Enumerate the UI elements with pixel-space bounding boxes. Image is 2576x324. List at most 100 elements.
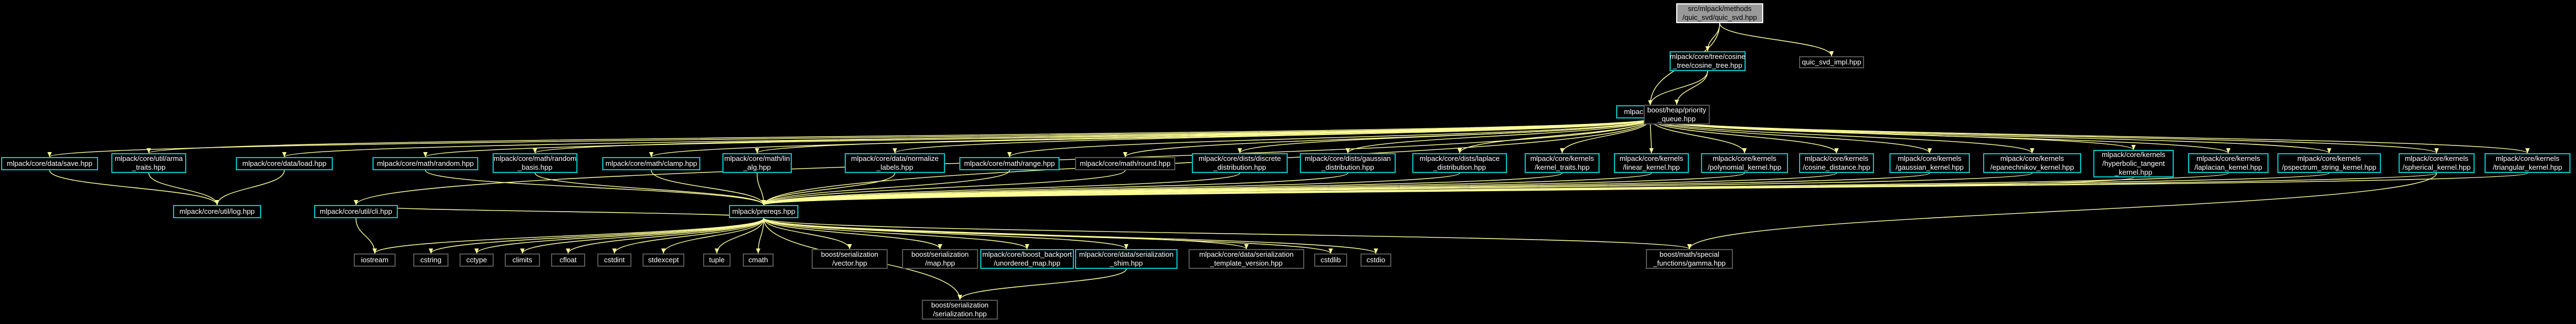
- edge-core-to-spherical: [1650, 118, 2439, 154]
- node-clamp[interactable]: mlpack/core/math/clamp.hpp: [602, 157, 700, 170]
- node-laplace[interactable]: mlpack/core/dists/laplace _distribution.…: [1412, 153, 1507, 173]
- node-tuple[interactable]: tuple: [703, 253, 731, 267]
- edge-save-to-log: [49, 170, 219, 206]
- node-prereqs[interactable]: mlpack/prereqs.hpp: [729, 205, 798, 218]
- edge-clamp-to-prereqs: [651, 170, 766, 206]
- edge-normalize-to-prereqs: [762, 172, 895, 206]
- edge-gaussian_kernel-to-prereqs: [762, 172, 1930, 206]
- edge-core-to-clamp: [649, 118, 1651, 158]
- node-root[interactable]: src/mlpack/methods /quic_svd/quic_svd.hp…: [1676, 3, 1763, 23]
- node-gaussian-kernel[interactable]: mlpack/core/kernels /gaussian_kernel.hpp: [1889, 153, 1970, 173]
- node-hyperbolic[interactable]: mlpack/core/kernels /hyperbolic_tangent …: [2093, 150, 2174, 177]
- edge-prereqs-to-boost_vector: [763, 218, 852, 250]
- edge-cli-to-iostream: [355, 218, 377, 254]
- node-polynomial[interactable]: mlpack/core/kernels /polynomial_kernel.h…: [1701, 153, 1788, 173]
- edge-random-to-prereqs: [425, 170, 766, 206]
- node-climits[interactable]: climits: [505, 253, 540, 267]
- edge-core-to-pspectrum: [1650, 118, 2331, 154]
- node-epanechnikov[interactable]: mlpack/core/kernels /epanechnikov_kernel…: [1983, 153, 2081, 173]
- node-iostream[interactable]: iostream: [354, 253, 396, 267]
- edge-cli-to-prereqs: [355, 204, 766, 219]
- node-range[interactable]: mlpack/core/math/range.hpp: [959, 157, 1060, 170]
- node-template-version[interactable]: mlpack/core/data/serialization _template…: [1189, 249, 1304, 269]
- node-cctype[interactable]: cctype: [460, 253, 494, 267]
- node-cstdio[interactable]: cstdio: [1360, 253, 1391, 267]
- edge-prereqs-to-cctype: [474, 218, 764, 254]
- edge-prereqs-to-unordered_map: [763, 218, 1029, 250]
- node-quic-impl[interactable]: quic_svd_impl.hpp: [1799, 56, 1864, 68]
- edge-prereqs-to-iostream: [372, 218, 764, 254]
- edge-prereqs-to-cmath: [756, 218, 764, 254]
- node-random[interactable]: mlpack/core/math/random.hpp: [372, 157, 478, 170]
- node-linear-kernel[interactable]: mlpack/core/kernels /linear_kernel.hpp: [1614, 153, 1689, 173]
- node-triangular[interactable]: mlpack/core/kernels /triangular_kernel.h…: [2485, 153, 2570, 173]
- edge-core-to-normalize: [893, 118, 1651, 154]
- edge-random_basis-to-prereqs: [534, 172, 766, 206]
- edge-core-to-triangular: [1650, 118, 2530, 154]
- edge-core-to-gaussian_kernel: [1650, 118, 1932, 154]
- node-boost-map[interactable]: boost/serialization /map.hpp: [902, 249, 978, 269]
- edge-prereqs-to-cstring: [429, 218, 764, 254]
- node-normalize[interactable]: mlpack/core/data/normalize _labels.hpp: [845, 153, 945, 173]
- edge-prereqs-to-tuple: [715, 218, 764, 254]
- node-gaussian-dist[interactable]: mlpack/core/dists/gaussian _distribution…: [1300, 153, 1396, 173]
- node-log[interactable]: mlpack/core/util/log.hpp: [173, 205, 261, 218]
- node-cosine-tree[interactable]: mlpack/core/tree/cosine _tree/cosine_tre…: [1670, 51, 1746, 71]
- node-cstdlib[interactable]: cstdlib: [1314, 253, 1347, 267]
- edge-laplacian-to-prereqs: [762, 172, 2229, 206]
- edge-arma_traits-to-log: [148, 172, 219, 206]
- edge-range-to-prereqs: [762, 170, 1010, 206]
- edge-prereqs-to-gamma: [763, 218, 1692, 250]
- edge-prereqs-to-cstdio: [763, 218, 1378, 254]
- node-spherical[interactable]: mlpack/core/kernels /spherical_kernel.hp…: [2399, 153, 2475, 173]
- edge-core-to-epanechnikov: [1650, 118, 2034, 154]
- node-cstdint[interactable]: cstdint: [597, 253, 631, 267]
- node-unordered-map[interactable]: mlpack/core/boost_backport /unordered_ma…: [980, 249, 1074, 269]
- node-boost-heap[interactable]: boost/heap/priority _queue.hpp: [1644, 105, 1710, 125]
- edge-core-to-laplacian: [1650, 118, 2231, 154]
- edge-cosine_tree-to-boost_heap: [1675, 71, 1708, 105]
- edge-round-to-prereqs: [762, 170, 1126, 206]
- edge-core-to-lin_alg: [755, 118, 1651, 154]
- node-round[interactable]: mlpack/core/math/round.hpp: [1075, 157, 1175, 170]
- edge-core-to-cosine_dist: [1650, 118, 1839, 154]
- edge-root-to-quic_impl: [1719, 23, 1834, 57]
- node-arma-traits[interactable]: mlpack/core/util/arma _traits.hpp: [111, 153, 186, 173]
- node-pspectrum[interactable]: mlpack/core/kernels /pspectrum_string_ke…: [2277, 153, 2381, 173]
- node-kernel-traits[interactable]: mlpack/core/kernels /kernel_traits.hpp: [1525, 153, 1600, 173]
- edge-load-to-log: [215, 170, 285, 206]
- edge-prereqs-to-climits: [520, 218, 764, 254]
- node-lin-alg[interactable]: mlpack/core/math/lin _alg.hpp: [722, 153, 792, 173]
- edge-prereqs-to-stdexcept: [661, 218, 764, 254]
- edge-core-to-save: [47, 118, 1651, 158]
- node-cli[interactable]: mlpack/core/util/cli.hpp: [314, 205, 398, 218]
- node-save[interactable]: mlpack/core/data/save.hpp: [1, 157, 98, 170]
- edge-prereqs-to-boost_map: [763, 218, 942, 250]
- edge-core-to-discrete: [1238, 118, 1651, 154]
- edge-discrete-to-prereqs: [762, 172, 1240, 206]
- edge-laplace-to-prereqs: [762, 172, 1460, 206]
- node-random-basis[interactable]: mlpack/core/math/random _basis.hpp: [493, 153, 577, 173]
- edge-prereqs-to-cfloat: [566, 218, 764, 254]
- node-cosine-dist[interactable]: mlpack/core/kernels /cosine_distance.hpp: [1799, 153, 1874, 173]
- node-cstring[interactable]: cstring: [413, 253, 449, 267]
- node-laplacian[interactable]: mlpack/core/kernels /laplacian_kernel.hp…: [2188, 153, 2269, 173]
- edge-core-to-range: [1007, 118, 1651, 158]
- node-boost-vector[interactable]: boost/serialization /vector.hpp: [812, 249, 888, 269]
- edge-prereqs-to-serialization_shim: [763, 218, 1128, 250]
- edge-serialization_shim-to-boost_serialization: [958, 268, 1127, 300]
- node-stdexcept[interactable]: stdexcept: [642, 253, 684, 267]
- edge-core-to-arma_traits: [147, 118, 1651, 154]
- edge-gaussian_dist-to-prereqs: [762, 172, 1348, 206]
- node-boost-serialization[interactable]: boost/serialization /serialization.hpp: [922, 300, 998, 320]
- edge-kernel_traits-to-prereqs: [762, 172, 1563, 206]
- edge-core-to-random_basis: [533, 118, 1651, 154]
- node-discrete[interactable]: mlpack/core/dists/discrete _distribution…: [1192, 153, 1288, 173]
- node-cmath[interactable]: cmath: [743, 253, 774, 267]
- node-load[interactable]: mlpack/core/data/load.hpp: [236, 157, 333, 170]
- node-cfloat[interactable]: cfloat: [551, 253, 585, 267]
- node-serialization-shim[interactable]: mlpack/core/data/serialization _shim.hpp: [1075, 249, 1178, 269]
- node-gamma[interactable]: boost/math/special _functions/gamma.hpp: [1646, 249, 1733, 269]
